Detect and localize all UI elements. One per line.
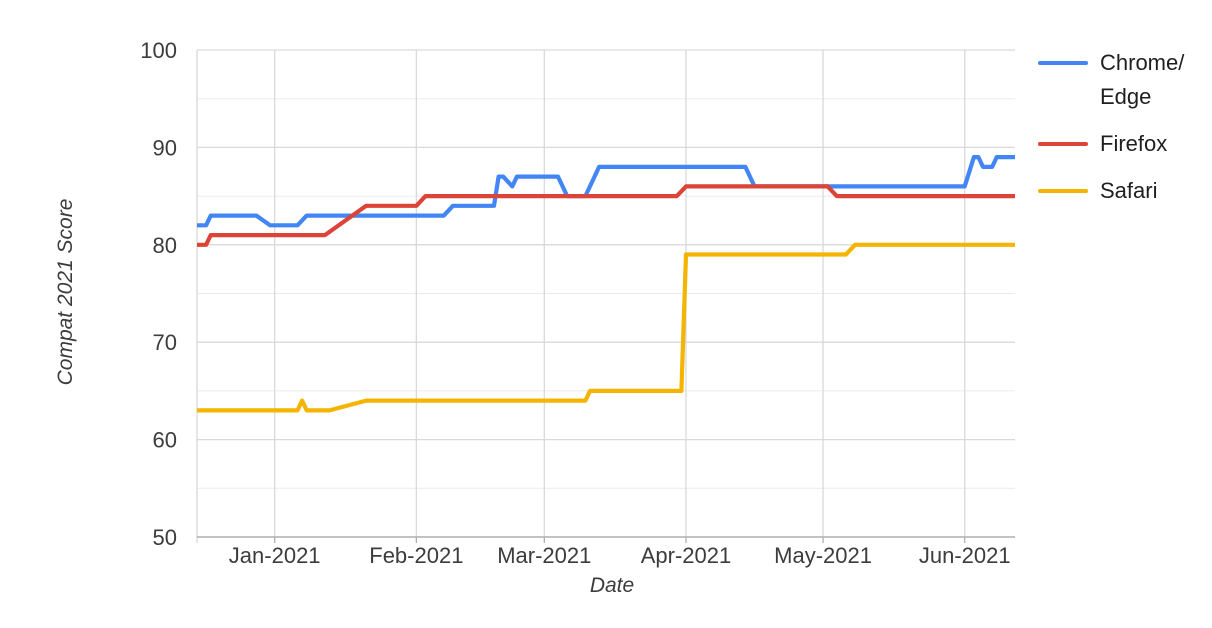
y-tick-label-60: 60 [153, 428, 177, 453]
y-tick-label-90: 90 [153, 135, 177, 160]
legend-item-safari: Safari [1038, 174, 1184, 208]
x-tick-label-mar-2021: Mar-2021 [497, 543, 591, 568]
x-tick-label-jun-2021: Jun-2021 [919, 543, 1011, 568]
legend-item-chrome-edge: Chrome/ Edge [1038, 46, 1184, 114]
y-tick-label-80: 80 [153, 233, 177, 258]
y-tick-label-50: 50 [153, 525, 177, 550]
legend-label-line: Chrome/ [1100, 50, 1185, 75]
legend-item-firefox: Firefox [1038, 127, 1184, 161]
x-tick-label-may-2021: May-2021 [774, 543, 872, 568]
legend-label-safari: Safari [1100, 174, 1157, 208]
legend-label-chrome-edge: Chrome/ Edge [1100, 46, 1184, 114]
chart-legend: Chrome/ Edge Firefox Safari [1038, 46, 1184, 208]
legend-label-firefox: Firefox [1100, 127, 1167, 161]
x-tick-label-apr-2021: Apr-2021 [641, 543, 732, 568]
y-tick-label-100: 100 [140, 38, 177, 63]
safari-line-swatch [1038, 189, 1088, 193]
x-axis-title: Date [589, 574, 635, 597]
y-axis-title: Compat 2021 Score [54, 198, 77, 386]
firefox-line-swatch [1038, 142, 1088, 146]
legend-label-line: Edge [1100, 84, 1152, 109]
x-tick-label-feb-2021: Feb-2021 [369, 543, 463, 568]
legend-label-line: Firefox [1100, 131, 1168, 156]
legend-label-line: Safari [1100, 178, 1158, 203]
y-tick-label-70: 70 [153, 330, 177, 355]
chrome-edge-line-swatch [1038, 61, 1088, 65]
x-tick-label-jan-2021: Jan-2021 [229, 543, 321, 568]
series-line-chrome-edge [197, 155, 1015, 228]
series-line-firefox [197, 184, 1015, 247]
series-line-safari [197, 242, 1015, 413]
